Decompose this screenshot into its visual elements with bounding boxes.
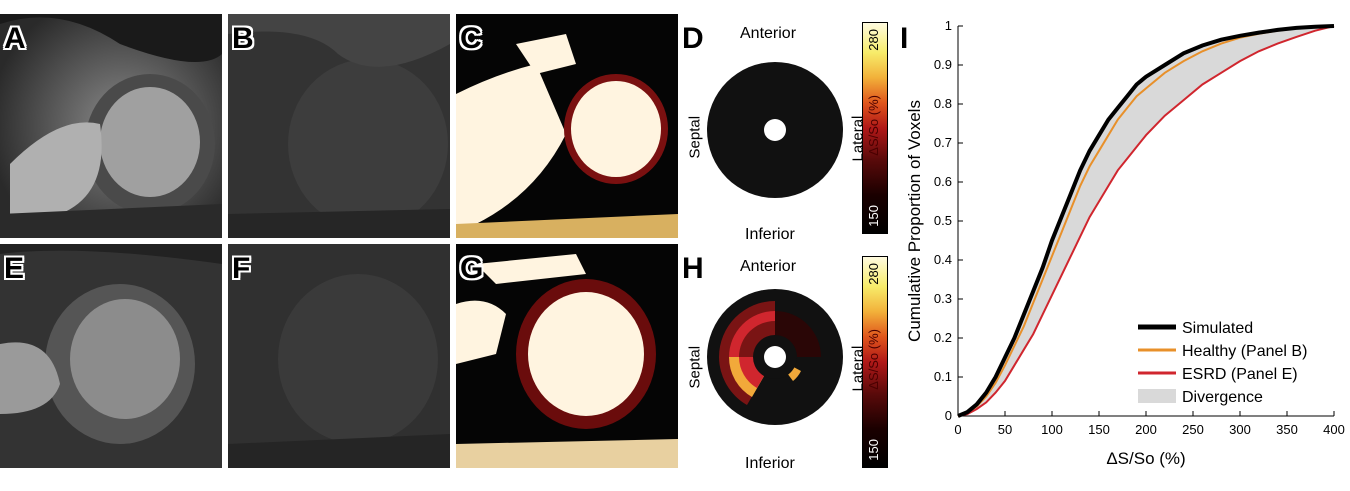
bullseye-plot-h: [707, 289, 843, 425]
bullseye-d-septal-label: Septal: [686, 115, 704, 159]
panel-label-e: E: [4, 252, 25, 285]
cumulative-distribution-chart: 0 50 100 150 200 250 300 350 400 0 0.1 0.2 0.3 0.4 0.5…: [905, 18, 1345, 468]
y-tick-label: 0.3: [934, 291, 952, 306]
bullseye-h-septal-label: Septal: [686, 345, 704, 389]
y-tick-label: 1: [945, 18, 952, 33]
legend-swatch: [1138, 389, 1176, 403]
x-tick-label: 50: [998, 422, 1012, 437]
y-tick-label: 0.1: [934, 369, 952, 384]
panel-label-i: I: [900, 22, 909, 55]
perfusion-mri-image-b: [228, 14, 450, 238]
bullseye-d-inferior-label: Inferior: [745, 226, 795, 243]
bullseye-h-inferior-label: Inferior: [745, 455, 795, 472]
y-tick-label: 0.8: [934, 96, 952, 111]
cine-mri-image-e: [0, 244, 222, 468]
x-axis-label: ΔS/So (%): [1106, 449, 1185, 468]
colorbar-h-max: 280: [866, 263, 881, 285]
x-tick-label: 350: [1276, 422, 1298, 437]
panel-e-image: [0, 244, 222, 468]
y-tick-label: 0.9: [934, 57, 952, 72]
y-tick-label: 0.5: [934, 213, 952, 228]
panel-label-b: B: [232, 22, 254, 55]
x-tick-label: 200: [1135, 422, 1157, 437]
colorbar-d-max: 280: [866, 29, 881, 51]
colorbar-d-min: 150: [866, 205, 881, 227]
colorbar-d-unit: ΔS/So (%): [866, 95, 881, 156]
x-tick-label: 100: [1041, 422, 1063, 437]
panel-c-image: [456, 14, 678, 238]
panel-g-image: [456, 244, 678, 468]
panel-label-g: G: [460, 252, 484, 285]
bullseye-h-anterior-label: Anterior: [740, 258, 797, 275]
y-tick-label: 0.4: [934, 252, 952, 267]
series-line-simulated: [957, 24, 1335, 418]
y-tick-label: 0.7: [934, 135, 952, 150]
legend-label: ESRD (Panel E): [1182, 366, 1298, 383]
delta-signal-map-g: [456, 244, 678, 468]
x-tick-label: 300: [1229, 422, 1251, 437]
delta-signal-map-c: [456, 14, 678, 238]
bullseye-plot-d: [707, 62, 843, 198]
y-tick-label: 0.2: [934, 330, 952, 345]
y-tick-label: 0.6: [934, 174, 952, 189]
x-tick-label: 250: [1182, 422, 1204, 437]
series-line-esrd: [957, 25, 1335, 417]
x-tick-label: 400: [1323, 422, 1345, 437]
panel-label-f: F: [232, 252, 251, 285]
panel-label-h: H: [682, 252, 704, 285]
panel-label-d: D: [682, 22, 704, 55]
y-tick-label: 0: [945, 408, 952, 423]
legend-label: Simulated: [1182, 320, 1253, 337]
legend-label: Divergence: [1182, 389, 1263, 406]
panel-b-image: [228, 14, 450, 238]
panel-a-image: [0, 14, 222, 238]
cine-mri-image-a: [0, 14, 222, 238]
legend-label: Healthy (Panel B): [1182, 343, 1307, 360]
perfusion-mri-image-f: [228, 244, 450, 468]
x-tick-label: 150: [1088, 422, 1110, 437]
colorbar-d: 280 ΔS/So (%) 150: [862, 22, 888, 234]
colorbar-h: 280 ΔS/So (%) 150: [862, 256, 888, 468]
bullseye-d-anterior-label: Anterior: [740, 25, 797, 42]
colorbar-h-min: 150: [866, 439, 881, 461]
panel-label-a: A: [4, 22, 26, 55]
panel-label-c: C: [460, 22, 482, 55]
y-axis-label: Cumulative Proportion of Voxels: [905, 100, 924, 342]
colorbar-h-unit: ΔS/So (%): [866, 329, 881, 390]
x-tick-label: 0: [954, 422, 961, 437]
panel-f-image: [228, 244, 450, 468]
